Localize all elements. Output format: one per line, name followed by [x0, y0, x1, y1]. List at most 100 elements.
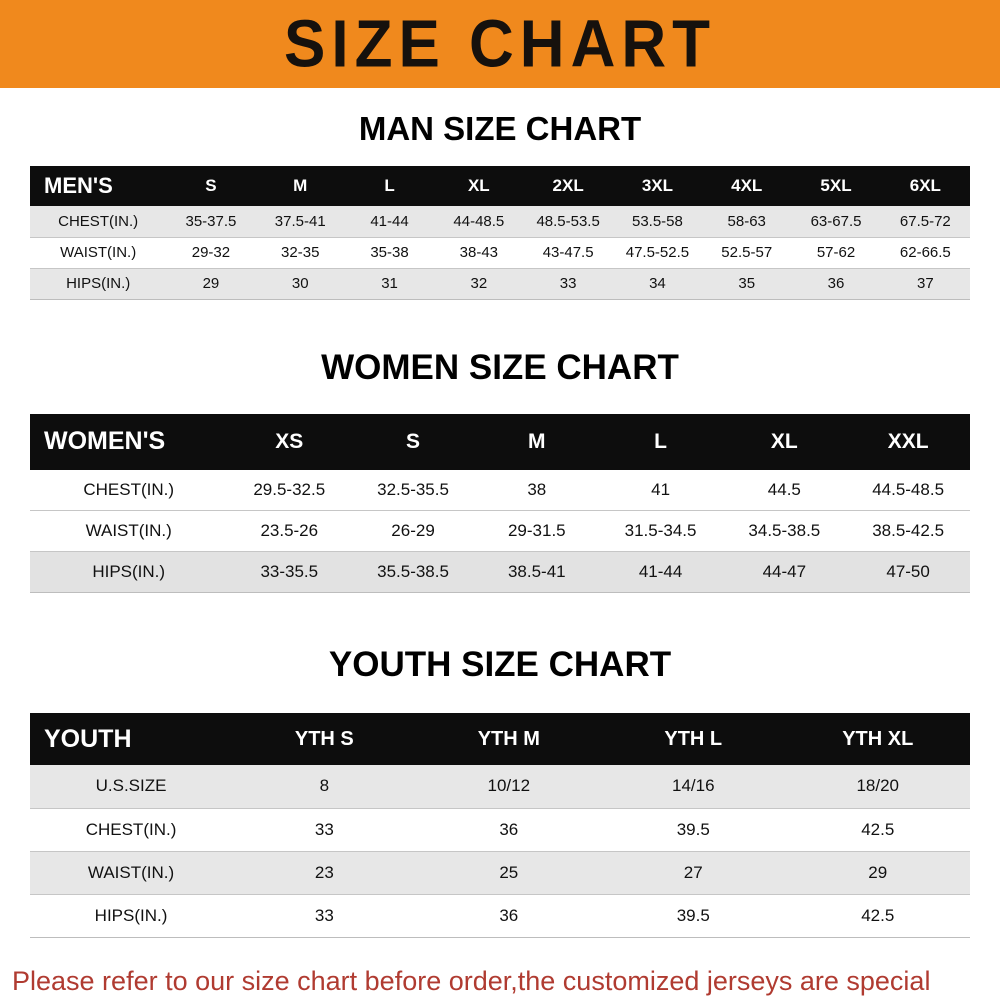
- youth-section-heading: YOUTH SIZE CHART: [328, 645, 672, 684]
- size-cell: 38-43: [459, 244, 499, 261]
- size-cell: 44.5: [767, 479, 801, 499]
- column-header: 3XL: [641, 176, 674, 195]
- size-cell: 18/20: [856, 776, 900, 796]
- row-label: CHEST(IN.): [85, 819, 177, 839]
- size-cell: 44-48.5: [453, 212, 505, 230]
- size-cell: 37: [916, 275, 934, 292]
- size-cell: 33-35.5: [260, 562, 319, 581]
- size-cell: 33: [314, 905, 334, 925]
- size-cell: 39.5: [676, 905, 710, 925]
- size-cell: 29: [202, 275, 220, 292]
- table-title: WOMEN'S: [44, 427, 166, 455]
- column-header: L: [384, 176, 395, 195]
- size-cell: 25: [499, 862, 519, 882]
- size-cell: 29-32: [191, 244, 231, 261]
- size-cell: 35-38: [370, 244, 409, 261]
- row-label: U.S.SIZE: [95, 776, 167, 796]
- size-cell: 31: [381, 275, 398, 292]
- size-cell: 29: [868, 862, 888, 882]
- banner-title: SIZE CHART: [284, 6, 716, 82]
- row-label: WAIST(IN.): [85, 521, 172, 540]
- column-header: S: [406, 429, 421, 453]
- size-cell: 33: [559, 275, 577, 292]
- column-header: M: [528, 429, 546, 453]
- size-cell: 37.5-41: [274, 212, 326, 230]
- size-cell: 30: [291, 275, 309, 292]
- size-cell: 47-50: [886, 562, 930, 581]
- size-cell: 38.5-42.5: [872, 521, 945, 540]
- size-cell: 47.5-52.5: [625, 244, 690, 261]
- column-header: YTH S: [294, 727, 354, 750]
- table-row: HIPS(IN.) 29 30 31 32 33 34 35 36 37: [30, 268, 970, 299]
- size-cell: 29.5-32.5: [253, 479, 326, 499]
- size-cell: 10/12: [487, 776, 531, 796]
- table-title: YOUTH: [44, 724, 132, 753]
- column-header: XXL: [887, 429, 929, 453]
- row-label: WAIST(IN.): [87, 862, 175, 882]
- size-cell: 44.5-48.5: [872, 479, 945, 499]
- column-header: YTH XL: [842, 727, 914, 750]
- size-cell: 58-63: [727, 212, 766, 230]
- table-row: HIPS(IN.) 33-35.5 35.5-38.5 38.5-41 41-44 44-…: [30, 551, 970, 593]
- size-cell: 27: [683, 862, 703, 882]
- size-cell: 41: [651, 479, 671, 499]
- size-cell: 32.5-35.5: [377, 479, 449, 499]
- size-cell: 42.5: [861, 819, 895, 839]
- size-cell: 23: [314, 862, 334, 882]
- size-cell: 36: [499, 905, 519, 925]
- size-cell: 67.5-72: [899, 212, 951, 230]
- table-row: HIPS(IN.) 33 36 39.5 42.5: [30, 894, 970, 937]
- table-header-row: WOMEN'S XS S M L XL XXL: [30, 413, 970, 470]
- size-cell: 43-47.5: [542, 244, 594, 261]
- men-section-heading: MAN SIZE CHART: [358, 110, 642, 147]
- size-cell: 32: [470, 275, 488, 292]
- row-label: HIPS(IN.): [66, 275, 131, 292]
- row-label: CHEST(IN.): [83, 479, 175, 499]
- size-cell: 62-66.5: [899, 244, 951, 261]
- size-cell: 36: [827, 275, 845, 292]
- table-row: WAIST(IN.) 29-32 32-35 35-38 38-43 43-47.5 47.…: [30, 237, 970, 268]
- column-header: XS: [275, 429, 304, 453]
- women-size-table: WOMEN'S XS S M L XL XXL CHEST(IN.) 29.5-32.5 32.5…: [30, 413, 970, 594]
- column-header: XL: [467, 176, 490, 195]
- column-header: YTH L: [664, 727, 723, 750]
- size-cell: 8: [319, 776, 330, 796]
- size-cell: 41-44: [370, 212, 409, 230]
- table-row: WAIST(IN.) 23 25 27 29: [30, 851, 970, 894]
- column-header: YTH M: [477, 727, 540, 750]
- row-label: HIPS(IN.): [94, 905, 168, 925]
- table-row: U.S.SIZE 8 10/12 14/16 18/20: [30, 765, 970, 808]
- size-cell: 42.5: [861, 905, 895, 925]
- row-label: WAIST(IN.): [60, 244, 137, 261]
- column-header: 5XL: [820, 176, 852, 195]
- size-chart-banner: SIZE CHART: [0, 0, 1000, 88]
- youth-size-table: YOUTH YTH S YTH M YTH L YTH XL U.S.SIZE 8 10/12…: [30, 713, 970, 938]
- column-header: XL: [770, 429, 798, 453]
- size-cell: 38.5-41: [507, 562, 566, 581]
- size-cell: 23.5-26: [260, 521, 319, 540]
- column-header: 6XL: [909, 176, 941, 195]
- size-cell: 34.5-38.5: [748, 521, 821, 540]
- size-cell: 29-31.5: [507, 521, 566, 540]
- size-cell: 57-62: [816, 244, 856, 261]
- order-disclaimer: Please refer to our size chart before or…: [0, 964, 1000, 1000]
- size-cell: 52.5-57: [721, 244, 773, 261]
- size-cell: 35.5-38.5: [377, 562, 449, 581]
- size-cell: 38: [527, 479, 547, 499]
- column-header: L: [654, 429, 667, 453]
- men-size-table: MEN'S S M L XL 2XL 3XL 4XL 5XL 6XL CHEST(IN.) 35-37…: [30, 166, 970, 300]
- column-header: S: [205, 176, 217, 195]
- size-cell: 35: [738, 275, 756, 292]
- row-label: CHEST(IN.): [58, 212, 139, 230]
- table-title: MEN'S: [44, 173, 113, 198]
- size-cell: 48.5-53.5: [536, 212, 600, 230]
- size-cell: 33: [314, 819, 334, 839]
- size-cell: 31.5-34.5: [624, 521, 697, 540]
- size-cell: 32-35: [281, 244, 320, 261]
- table-header-row: YOUTH YTH S YTH M YTH L YTH XL: [30, 713, 970, 765]
- table-header-row: MEN'S S M L XL 2XL 3XL 4XL 5XL 6XL: [30, 166, 970, 206]
- table-row: WAIST(IN.) 23.5-26 26-29 29-31.5 31.5-34.5 34…: [30, 511, 970, 552]
- size-cell: 41-44: [638, 562, 683, 581]
- size-cell: 36: [499, 819, 519, 839]
- size-cell: 14/16: [671, 776, 715, 796]
